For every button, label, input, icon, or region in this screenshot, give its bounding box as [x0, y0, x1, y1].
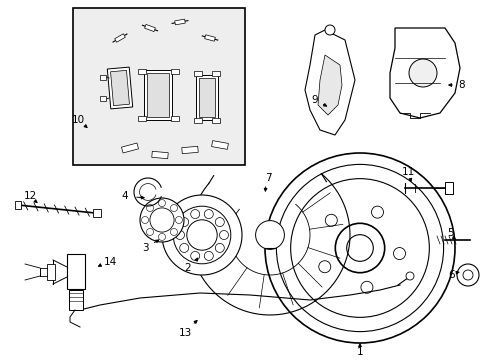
Circle shape	[175, 230, 184, 239]
Bar	[138, 116, 146, 121]
Circle shape	[170, 204, 177, 212]
Polygon shape	[305, 30, 354, 135]
Circle shape	[158, 233, 165, 240]
Polygon shape	[110, 70, 129, 105]
Bar	[204, 35, 215, 41]
Circle shape	[335, 223, 384, 273]
Text: 7: 7	[264, 173, 271, 183]
Circle shape	[150, 208, 174, 232]
Circle shape	[173, 206, 230, 264]
Circle shape	[462, 270, 472, 280]
Bar	[100, 96, 106, 101]
Circle shape	[190, 210, 199, 219]
Circle shape	[162, 195, 242, 275]
Bar	[15, 201, 21, 209]
Circle shape	[146, 229, 153, 235]
Text: 12: 12	[23, 191, 37, 201]
Bar	[212, 118, 220, 123]
Circle shape	[190, 251, 199, 260]
Circle shape	[325, 214, 337, 226]
Circle shape	[186, 220, 217, 250]
Polygon shape	[147, 73, 169, 117]
Circle shape	[405, 272, 413, 280]
Bar	[151, 151, 168, 159]
Bar	[69, 290, 83, 310]
Bar	[194, 118, 202, 123]
Bar	[100, 75, 106, 80]
Text: 2: 2	[184, 263, 191, 273]
Polygon shape	[389, 28, 459, 118]
Circle shape	[219, 230, 228, 239]
Circle shape	[318, 261, 330, 273]
Polygon shape	[199, 77, 215, 117]
Circle shape	[170, 229, 177, 235]
Bar	[67, 254, 85, 289]
Circle shape	[175, 216, 182, 224]
Circle shape	[360, 281, 372, 293]
Text: 4: 4	[122, 191, 128, 201]
Circle shape	[456, 264, 478, 286]
Text: 6: 6	[448, 270, 454, 280]
Circle shape	[346, 235, 372, 261]
Text: 1: 1	[356, 347, 363, 357]
Bar	[444, 182, 452, 194]
Circle shape	[325, 25, 334, 35]
Circle shape	[146, 204, 153, 212]
Circle shape	[215, 243, 224, 252]
Circle shape	[371, 206, 383, 218]
Bar	[171, 69, 179, 74]
Bar	[138, 69, 146, 74]
Bar	[121, 143, 138, 153]
Text: 14: 14	[103, 257, 116, 267]
Bar	[182, 146, 198, 154]
Bar	[194, 71, 202, 76]
Text: 10: 10	[71, 115, 84, 125]
Polygon shape	[196, 75, 218, 120]
Bar	[144, 24, 155, 32]
Circle shape	[264, 153, 454, 343]
Text: 11: 11	[401, 167, 414, 177]
Circle shape	[204, 251, 213, 260]
Bar	[93, 209, 101, 217]
Circle shape	[158, 199, 165, 207]
Text: 3: 3	[142, 243, 148, 253]
Circle shape	[141, 216, 148, 224]
Bar	[174, 19, 185, 25]
Polygon shape	[143, 70, 172, 120]
Circle shape	[393, 248, 405, 260]
Text: 5: 5	[446, 228, 452, 238]
Bar	[73, 8, 244, 165]
Bar	[47, 264, 55, 280]
Circle shape	[215, 217, 224, 226]
Polygon shape	[107, 67, 132, 109]
Polygon shape	[317, 55, 341, 115]
Circle shape	[408, 59, 436, 87]
Bar	[211, 141, 228, 149]
Bar	[114, 34, 125, 42]
Text: 13: 13	[178, 328, 191, 338]
Circle shape	[204, 210, 213, 219]
Circle shape	[255, 221, 284, 249]
Bar	[212, 71, 220, 76]
Text: 9: 9	[311, 95, 318, 105]
Circle shape	[179, 243, 188, 252]
Text: 8: 8	[458, 80, 465, 90]
Circle shape	[179, 217, 188, 226]
Bar	[171, 116, 179, 121]
Circle shape	[140, 198, 183, 242]
